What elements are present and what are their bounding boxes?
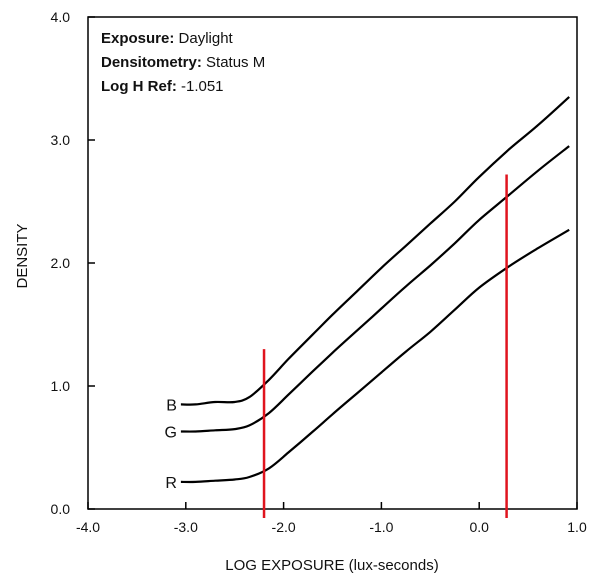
y-tick-label: 4.0 xyxy=(51,9,71,25)
series-label-g: G xyxy=(164,425,176,442)
y-tick-label: 2.0 xyxy=(51,255,71,271)
series-label-b: B xyxy=(166,397,177,414)
x-tick-label: 0.0 xyxy=(469,519,489,535)
densitometry-key: Densitometry: xyxy=(101,54,202,71)
y-axis-title: DENSITY xyxy=(14,223,31,288)
x-tick-label: -4.0 xyxy=(76,519,100,535)
exposure-value: Daylight xyxy=(174,30,233,47)
exposure-line: Exposure: Daylight xyxy=(101,30,234,47)
series-line-r xyxy=(180,228,570,484)
x-axis-ticks: -4.0 -3.0 -2.0 -1.0 0.0 1.0 xyxy=(76,502,587,535)
info-block: Exposure: Daylight Densitometry: Status … xyxy=(101,30,265,95)
y-tick-label: 0.0 xyxy=(51,501,71,517)
x-tick-label: -1.0 xyxy=(369,519,393,535)
log-h-ref-value: -1.051 xyxy=(177,78,224,95)
y-tick-label: 3.0 xyxy=(51,132,71,148)
marker-lines xyxy=(262,174,508,518)
series-layer: BG R xyxy=(164,96,570,492)
log-h-ref-line: Log H Ref: -1.051 xyxy=(101,78,224,95)
series-line-b xyxy=(180,96,570,406)
densitometry-line: Densitometry: Status M xyxy=(101,54,265,71)
series-line-g xyxy=(180,145,570,433)
y-axis-ticks: 0.0 1.0 2.0 3.0 4.0 xyxy=(51,9,95,517)
x-tick-label: 1.0 xyxy=(567,519,587,535)
series-label-r: R xyxy=(165,475,177,492)
y-tick-label: 1.0 xyxy=(51,378,71,394)
x-tick-label: -3.0 xyxy=(174,519,198,535)
x-tick-label: -2.0 xyxy=(272,519,296,535)
x-axis-title: LOG EXPOSURE (lux-seconds) xyxy=(225,557,438,574)
log-h-ref-key: Log H Ref: xyxy=(101,78,177,95)
densitometry-value: Status M xyxy=(202,54,265,71)
exposure-key: Exposure: xyxy=(101,30,174,47)
